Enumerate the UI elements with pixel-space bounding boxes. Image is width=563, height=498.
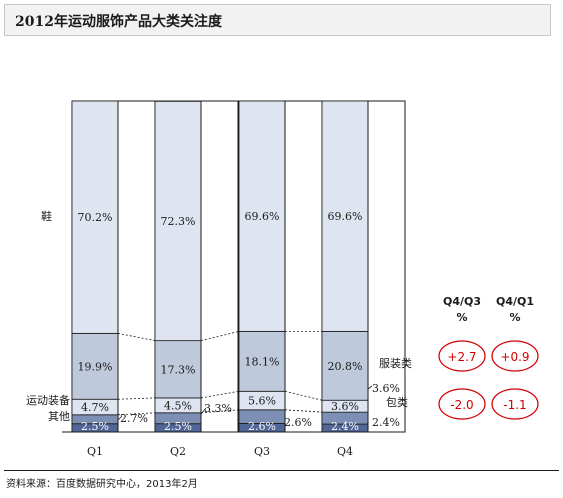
leader-line [117, 415, 123, 421]
series-label-bags: 包类 [386, 395, 408, 409]
data-label-apparel: 20.8% [328, 360, 363, 373]
data-label-shoes: 70.2% [78, 211, 113, 224]
bar-segment-q3-4 [238, 100, 286, 332]
data-label-bags: 4.5% [164, 399, 192, 412]
change-header: Q4/Q1 [496, 295, 534, 308]
series-label-shoes: 鞋 [41, 209, 52, 223]
gap-column-q2 [200, 100, 239, 433]
stacked-bar-chart: Q1 Q2 Q3 Q4 70.2% 19.9% 4.7% 2.5% 72.3% 17.3% 4.5%… [26, 100, 539, 458]
source-divider [4, 470, 559, 471]
data-label-bags: 3.6% [331, 400, 359, 413]
x-tick-label: Q2 [170, 445, 186, 458]
source-note: 资料来源：百度数据研究中心，2013年2月 [6, 479, 198, 490]
change-value: -2.0 [450, 398, 473, 412]
x-tick-label: Q1 [87, 445, 103, 458]
change-value: +0.9 [500, 350, 529, 364]
x-tick-label: Q3 [254, 445, 270, 458]
bar-segment-q2-4 [154, 100, 202, 342]
change-circle [491, 340, 539, 372]
change-circle [491, 388, 539, 420]
leader-line [367, 385, 373, 390]
data-label-other: 2.5% [81, 420, 109, 433]
data-label-apparel: 19.9% [78, 360, 113, 373]
change-header: Q4/Q3 [443, 295, 481, 308]
data-label-equipment: 2.7% [120, 412, 148, 425]
series-label-other: 其他 [48, 410, 70, 423]
gap-column-q4 [367, 100, 406, 433]
bar-segment-q2-3 [154, 340, 202, 399]
data-label-apparel: 18.1% [245, 355, 280, 368]
bar-segment-q4-4 [321, 100, 369, 332]
data-label-other: 2.4% [331, 420, 359, 433]
series-label-apparel: 服装类 [379, 356, 412, 370]
data-label-other-side: 2.4% [372, 416, 400, 429]
data-label-apparel: 17.3% [161, 363, 196, 376]
bar-segment-q4-3 [321, 330, 369, 401]
x-tick-label: Q4 [337, 445, 353, 458]
series-label-equipment: 运动装备 [26, 393, 70, 407]
change-header-unit: % [509, 311, 520, 324]
connector-line [200, 390, 240, 399]
data-label-shoes: 69.6% [328, 210, 363, 223]
change-circle [438, 340, 486, 372]
change-value: -1.1 [503, 398, 526, 412]
data-label-other: 2.5% [164, 420, 192, 433]
data-label-bags: 5.6% [248, 395, 276, 408]
title-box: 2012年运动服饰产品大类关注度 [4, 4, 551, 36]
chart-title: 2012年运动服饰产品大类关注度 [15, 14, 222, 30]
data-label-other-side: 2.6% [284, 416, 312, 429]
data-label-shoes: 69.6% [245, 210, 280, 223]
data-label-shoes: 72.3% [161, 215, 196, 228]
change-header-unit: % [456, 311, 467, 324]
gap-column-q3 [284, 100, 323, 433]
data-label-equipment: 3.6% [372, 382, 400, 395]
gap-column-q1 [117, 100, 156, 433]
leader-line [200, 407, 207, 415]
data-label-bags: 4.7% [81, 401, 109, 414]
data-label-other: 2.6% [248, 420, 276, 433]
change-circle [438, 388, 486, 420]
change-value: +2.7 [447, 350, 476, 364]
connector-line [200, 330, 240, 342]
data-label-equipment: 3.3% [204, 402, 232, 415]
